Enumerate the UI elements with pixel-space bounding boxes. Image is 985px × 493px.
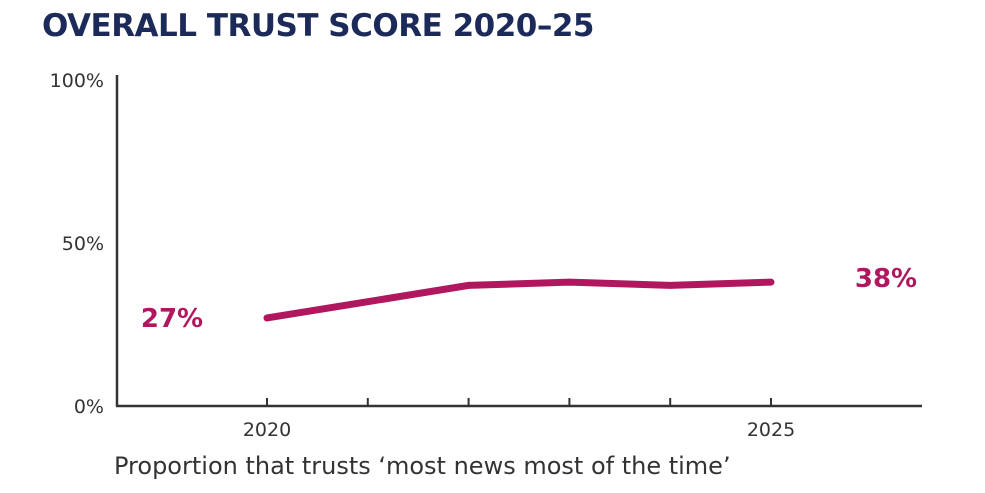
data-point xyxy=(768,279,774,286)
x-axis-ticks xyxy=(266,398,772,406)
data-point xyxy=(364,298,371,305)
y-tick-label: 0% xyxy=(74,396,104,418)
data-point xyxy=(667,282,674,289)
y-tick-label: 100% xyxy=(50,70,104,92)
plot-area: 2020 2025 100% 50% 0% 27% 38% xyxy=(50,70,922,441)
data-point xyxy=(465,282,472,289)
x-tick-label: 2025 xyxy=(747,419,795,441)
x-axis-tick-labels: 2020 2025 xyxy=(243,419,795,441)
y-tick-label: 50% xyxy=(62,233,104,255)
chart-caption: Proportion that trusts ‘most news most o… xyxy=(114,452,731,480)
series-end-label: 38% xyxy=(855,264,917,294)
y-axis-tick-labels: 100% 50% 0% xyxy=(50,70,104,418)
x-tick-label: 2020 xyxy=(243,419,291,441)
series-layer xyxy=(263,278,775,322)
series-line xyxy=(263,278,775,322)
data-point xyxy=(566,279,573,286)
data-point xyxy=(264,314,270,321)
series-start-label: 27% xyxy=(141,304,203,334)
chart-title: OVERALL TRUST SCORE 2020–25 xyxy=(42,8,595,44)
